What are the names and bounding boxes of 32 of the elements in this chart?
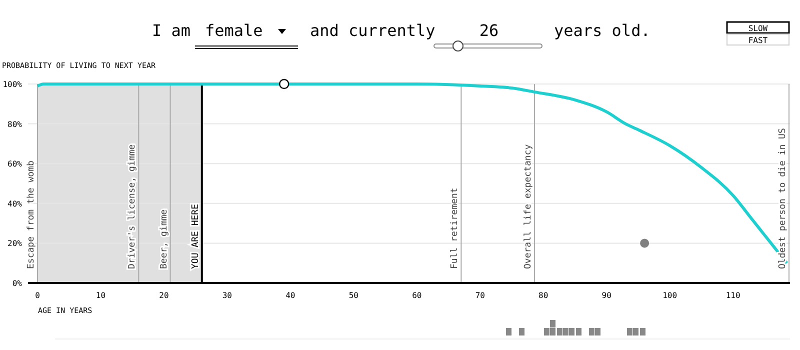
text: I am [152, 21, 191, 40]
y-tick-label: 0% [12, 279, 22, 288]
ref-line-label: Oldest person to die in US [778, 128, 788, 269]
y-tick-label: 60% [8, 160, 22, 169]
ref-line-label: Escape from the womb [26, 160, 36, 269]
text: years old. [554, 21, 650, 40]
x-tick-label: 80 [538, 291, 548, 300]
x-tick-label: 100 [662, 291, 678, 300]
ref-line-label: Overall life expectancy [524, 144, 534, 269]
x-tick-label: 50 [348, 291, 359, 300]
text: SLOW [748, 24, 768, 33]
x-tick-label: 30 [222, 291, 232, 300]
y-tick-label: 40% [8, 199, 22, 208]
x-tick-label: 40 [286, 291, 296, 300]
x-tick-label: 20 [159, 291, 169, 300]
text: female [205, 21, 263, 40]
ref-line-label: YOU ARE HERE [190, 204, 201, 269]
ref-line-label: Beer, gimme [159, 209, 170, 269]
y-tick-label: 20% [8, 239, 22, 248]
ref-line-label: Full retirement [450, 188, 460, 269]
text: 26 [479, 21, 499, 40]
x-tick-label: 70 [475, 291, 486, 300]
x-tick-label: 90 [602, 291, 612, 300]
x-tick-label: 60 [412, 291, 422, 300]
x-tick-label: 10 [96, 291, 106, 300]
ref-line-label: Driver's license, gimme [128, 144, 138, 269]
y-tick-label: 80% [8, 120, 22, 129]
text: and currently [310, 21, 436, 40]
x-tick-label: 110 [726, 291, 740, 300]
y-tick-label: 100% [2, 80, 22, 89]
x-tick-label: 0 [35, 291, 40, 300]
text: FAST [748, 36, 768, 45]
